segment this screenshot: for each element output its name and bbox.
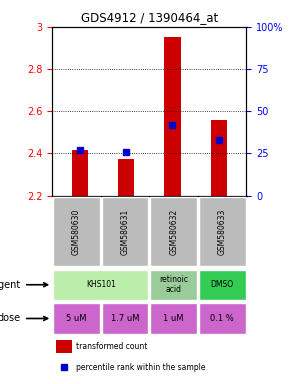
Text: 1 uM: 1 uM: [163, 314, 184, 323]
Text: GSM580631: GSM580631: [121, 209, 130, 255]
FancyBboxPatch shape: [199, 197, 246, 266]
Bar: [211, 120, 227, 195]
Text: percentile rank within the sample: percentile rank within the sample: [75, 363, 205, 372]
Bar: [72, 150, 88, 195]
FancyBboxPatch shape: [53, 303, 100, 334]
Text: DMSO: DMSO: [211, 280, 234, 289]
Text: transformed count: transformed count: [75, 342, 147, 351]
Text: GSM580630: GSM580630: [72, 209, 81, 255]
Bar: [164, 37, 181, 195]
FancyBboxPatch shape: [102, 303, 148, 334]
FancyBboxPatch shape: [199, 270, 246, 300]
Text: agent: agent: [0, 280, 48, 290]
Text: GSM580633: GSM580633: [218, 209, 227, 255]
FancyBboxPatch shape: [150, 270, 197, 300]
Text: KHS101: KHS101: [86, 280, 116, 289]
FancyBboxPatch shape: [150, 303, 197, 334]
FancyBboxPatch shape: [53, 270, 148, 300]
FancyBboxPatch shape: [150, 197, 197, 266]
Bar: [56, 340, 72, 353]
Bar: [118, 159, 134, 195]
Text: retinoic
acid: retinoic acid: [159, 275, 188, 295]
FancyBboxPatch shape: [199, 303, 246, 334]
FancyBboxPatch shape: [53, 197, 100, 266]
Title: GDS4912 / 1390464_at: GDS4912 / 1390464_at: [81, 11, 218, 24]
Text: 1.7 uM: 1.7 uM: [111, 314, 139, 323]
Text: dose: dose: [0, 313, 48, 323]
Text: 5 uM: 5 uM: [66, 314, 87, 323]
FancyBboxPatch shape: [102, 197, 148, 266]
Text: GSM580632: GSM580632: [169, 209, 178, 255]
Text: 0.1 %: 0.1 %: [210, 314, 234, 323]
